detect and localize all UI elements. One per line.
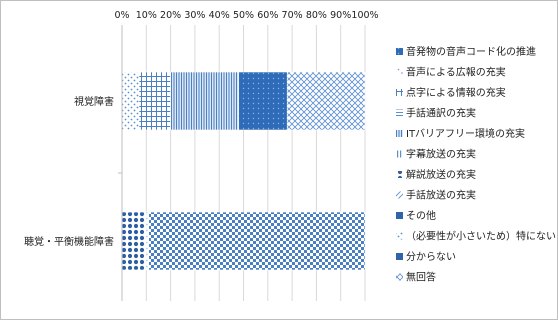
- bar-segment: [170, 71, 239, 131]
- x-tick-label: 80%: [306, 10, 327, 21]
- legend-swatch: [396, 89, 403, 96]
- x-tick-label: 100%: [351, 10, 378, 21]
- legend-label: 音発物の音声コード化の推進: [406, 45, 536, 58]
- legend-label: その他: [406, 209, 436, 222]
- bar-segment: [286, 71, 366, 131]
- legend-swatch: [396, 150, 403, 158]
- category-label: 聴覚・平衡機能障害: [24, 235, 114, 248]
- legend-label: 手話通訳の充実: [406, 107, 476, 120]
- bar-segment: [146, 211, 150, 271]
- x-tick-label: 20%: [160, 10, 181, 21]
- legend-swatch: [396, 273, 403, 281]
- x-tick-label: 10%: [136, 10, 157, 21]
- legend-swatch: [396, 48, 403, 55]
- legend-label: 分からない: [406, 251, 456, 263]
- x-tick-label: 70%: [282, 10, 303, 21]
- legend-swatch: [396, 171, 403, 178]
- legend-swatch: [396, 212, 403, 219]
- legend-label: 音声による広報の充実: [406, 66, 506, 79]
- x-tick-label: 60%: [257, 10, 278, 21]
- bar-segment: [148, 211, 366, 271]
- legend-label: 手話放送の充実: [406, 189, 476, 202]
- bar-segment: [138, 71, 171, 131]
- legend-swatch: [396, 68, 403, 76]
- x-tick-label: 90%: [330, 10, 351, 21]
- legend-swatch: [396, 253, 403, 260]
- x-tick-label: 0%: [114, 10, 129, 21]
- bar-segment: [121, 211, 147, 271]
- category-label: 視覚障害: [74, 95, 114, 108]
- x-tick-label: 50%: [233, 10, 254, 21]
- legend-label: ITバリアフリー環境の充実: [406, 127, 525, 140]
- legend-label: 字幕放送の充実: [406, 148, 476, 161]
- x-tick-label: 30%: [184, 10, 205, 21]
- legend-swatch: [396, 191, 403, 199]
- bar-segment: [121, 71, 140, 131]
- legend-swatch: [396, 130, 403, 137]
- legend-label: （必要性が小さいため）特にない: [406, 230, 556, 243]
- legend-swatch: [396, 109, 403, 117]
- legend-label: 解説放送の充実: [406, 168, 476, 181]
- x-tick-label: 40%: [209, 10, 230, 21]
- legend-swatch: [396, 232, 403, 240]
- bar-segment: [238, 71, 288, 131]
- legend-label: 無回答: [406, 271, 436, 284]
- legend-label: 点字による情報の充実: [406, 86, 506, 99]
